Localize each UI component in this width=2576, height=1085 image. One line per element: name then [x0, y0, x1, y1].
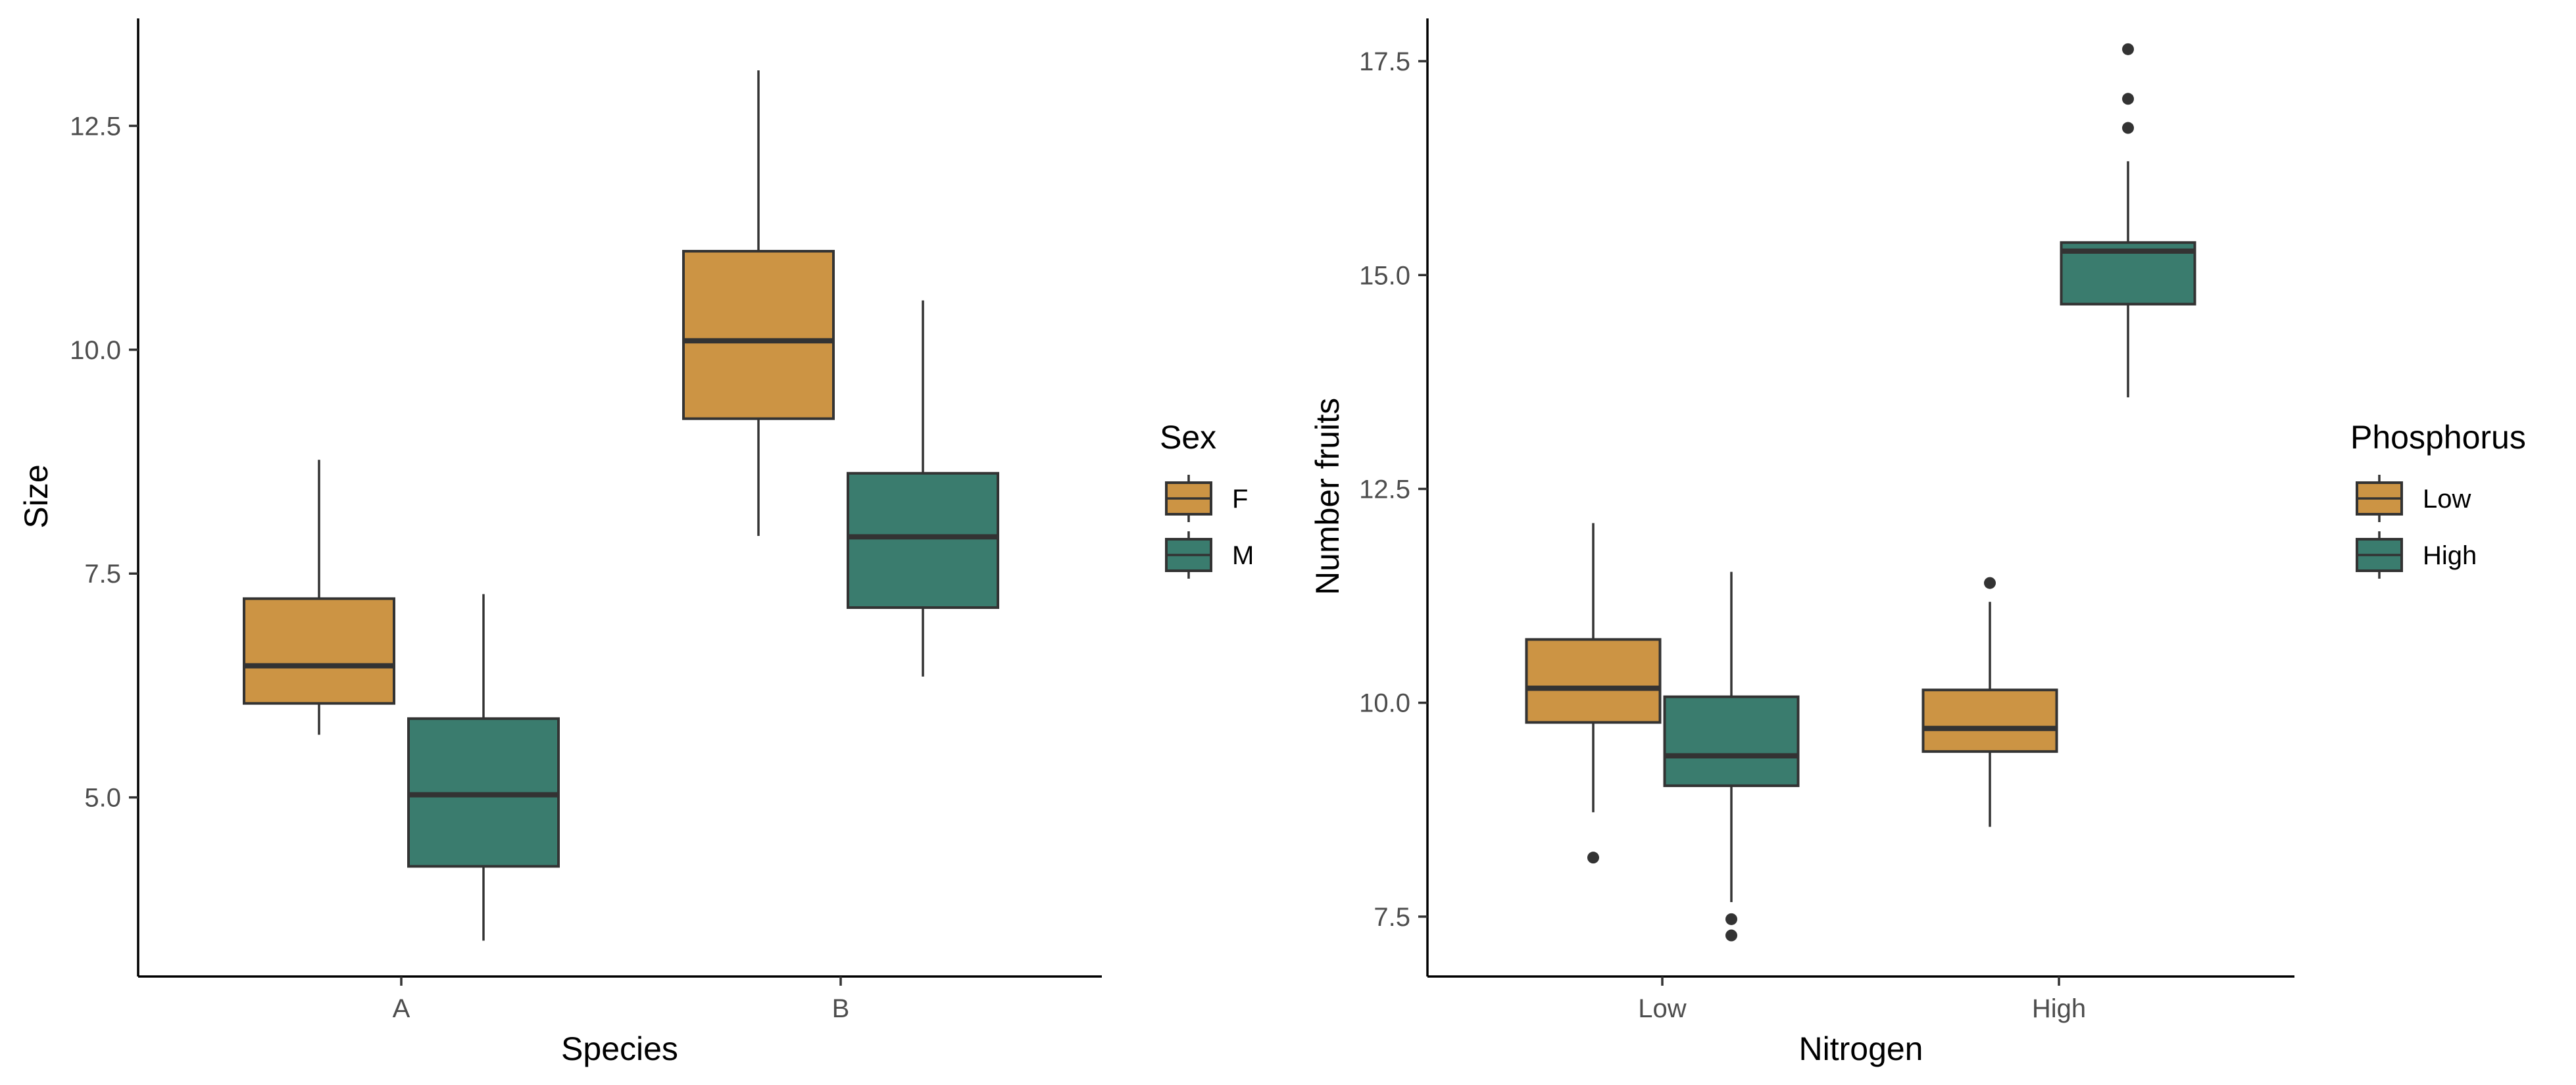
x-axis-title: Species	[561, 1030, 678, 1067]
outlier-point	[2122, 43, 2134, 55]
iqr-box	[1921, 688, 2058, 753]
outlier-point	[2122, 122, 2134, 134]
y-tick-label: 7.5	[1374, 903, 1410, 932]
y-tick-label: 15.0	[1359, 261, 1410, 290]
x-tick-label: B	[832, 994, 850, 1023]
legend-title: Phosphorus	[2350, 419, 2526, 456]
iqr-box	[1663, 695, 1800, 787]
box-high-low	[1663, 571, 1800, 942]
box-f-a	[243, 460, 395, 735]
box-high-high	[2060, 43, 2196, 398]
legend-key-high: High	[2356, 531, 2477, 579]
y-ticks: 5.0 7.5 10.0 12.5	[70, 112, 138, 813]
legend: Sex FM	[1160, 419, 1254, 579]
outlier-point	[1725, 913, 1737, 925]
legend-key-low: Low	[2356, 475, 2471, 522]
iqr-box	[243, 597, 395, 705]
boxes	[243, 70, 999, 941]
y-tick-label: 12.5	[70, 112, 121, 141]
iqr-box	[1525, 638, 1662, 724]
x-axis-title: Nitrogen	[1799, 1030, 1923, 1067]
nitrogen-fruits-boxplot: 7.5 10.0 12.5 15.0 17.5 Low High Nitrogen Num…	[1309, 18, 2526, 1067]
box-m-b	[847, 300, 999, 677]
y-tick-label: 7.5	[84, 560, 121, 589]
x-tick-label: A	[393, 994, 410, 1023]
iqr-box	[682, 250, 835, 420]
box-low-low	[1525, 523, 1662, 864]
y-tick-label: 10.0	[70, 336, 121, 365]
x-tick-label: High	[2032, 994, 2086, 1023]
legend-label: F	[1232, 485, 1248, 514]
y-tick-label: 12.5	[1359, 475, 1410, 504]
legend-key-f: F	[1165, 475, 1248, 522]
box-low-high	[1921, 577, 2058, 827]
legend-key-m: M	[1165, 531, 1254, 579]
legend-label: Low	[2423, 485, 2471, 514]
y-tick-label: 17.5	[1359, 47, 1410, 76]
legend: Phosphorus Low High	[2350, 419, 2526, 579]
y-tick-label: 10.0	[1359, 689, 1410, 718]
outlier-point	[1725, 929, 1737, 942]
outlier-point	[2122, 93, 2134, 105]
y-ticks: 7.5 10.0 12.5 15.0 17.5	[1359, 47, 1427, 932]
legend-title: Sex	[1160, 419, 1216, 456]
x-tick-label: Low	[1638, 994, 1686, 1023]
y-tick-label: 5.0	[84, 784, 121, 813]
x-ticks: Low High	[1638, 976, 2086, 1023]
y-axis-title: Size	[18, 464, 55, 528]
legend-label: M	[1232, 541, 1254, 570]
boxes	[1525, 43, 2196, 942]
outlier-point	[1984, 577, 1996, 589]
y-axis-title: Number fruits	[1309, 398, 1346, 595]
box-m-a	[407, 594, 560, 941]
iqr-box	[847, 471, 999, 609]
box-f-b	[682, 70, 835, 537]
legend-label: High	[2423, 541, 2477, 570]
outlier-point	[1587, 852, 1599, 864]
